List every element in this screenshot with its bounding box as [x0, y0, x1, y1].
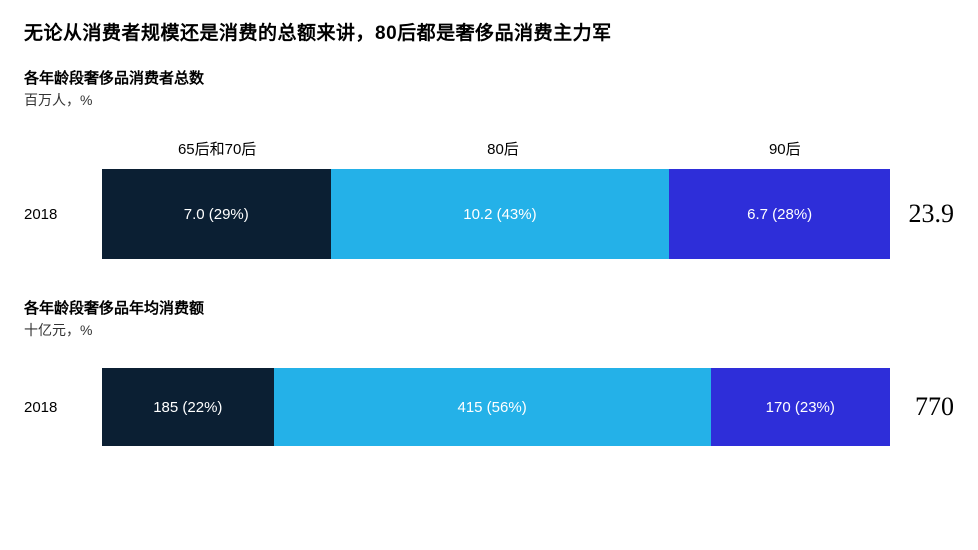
chart1-area: 65后和70后 80后 90后 2018 7.0 (29%) 10.2 (43%…	[24, 138, 954, 259]
page-title: 无论从消费者规模还是消费的总额来讲，80后都是奢侈品消费主力军	[24, 18, 954, 45]
chart2-subtitle: 十亿元，%	[24, 320, 954, 340]
bar-segment-80: 415 (56%)	[274, 368, 711, 446]
chart1-title: 各年龄段奢侈品消费者总数	[24, 67, 954, 88]
chart2-bar-track: 185 (22%) 415 (56%) 170 (23%)	[102, 368, 890, 446]
col-header-90: 90后	[674, 138, 896, 159]
chart-consumer-count: 各年龄段奢侈品消费者总数 百万人，% 65后和70后 80后 90后 2018 …	[24, 67, 954, 259]
chart2-bar-row: 2018 185 (22%) 415 (56%) 170 (23%) 770	[24, 368, 954, 446]
col-header-65-70: 65后和70后	[102, 138, 332, 159]
chart1-bar-row: 2018 7.0 (29%) 10.2 (43%) 6.7 (28%) 23.9	[24, 169, 954, 259]
bar-segment-80: 10.2 (43%)	[331, 169, 670, 259]
bar-segment-65-70: 185 (22%)	[102, 368, 274, 446]
bar-segment-90: 6.7 (28%)	[669, 169, 890, 259]
col-header-80: 80后	[332, 138, 673, 159]
chart2-area: 2018 185 (22%) 415 (56%) 170 (23%) 770	[24, 368, 954, 446]
chart1-total: 23.9	[890, 199, 954, 229]
chart1-year-label: 2018	[24, 206, 102, 223]
bar-segment-65-70: 7.0 (29%)	[102, 169, 331, 259]
chart1-bar-track: 7.0 (29%) 10.2 (43%) 6.7 (28%)	[102, 169, 890, 259]
chart-annual-spend: 各年龄段奢侈品年均消费额 十亿元，% 2018 185 (22%) 415 (5…	[24, 297, 954, 446]
chart2-total: 770	[890, 392, 954, 422]
chart1-subtitle: 百万人，%	[24, 90, 954, 110]
chart2-title: 各年龄段奢侈品年均消费额	[24, 297, 954, 318]
chart1-column-headers: 65后和70后 80后 90后	[102, 138, 896, 159]
bar-segment-90: 170 (23%)	[711, 368, 890, 446]
chart2-year-label: 2018	[24, 399, 102, 416]
